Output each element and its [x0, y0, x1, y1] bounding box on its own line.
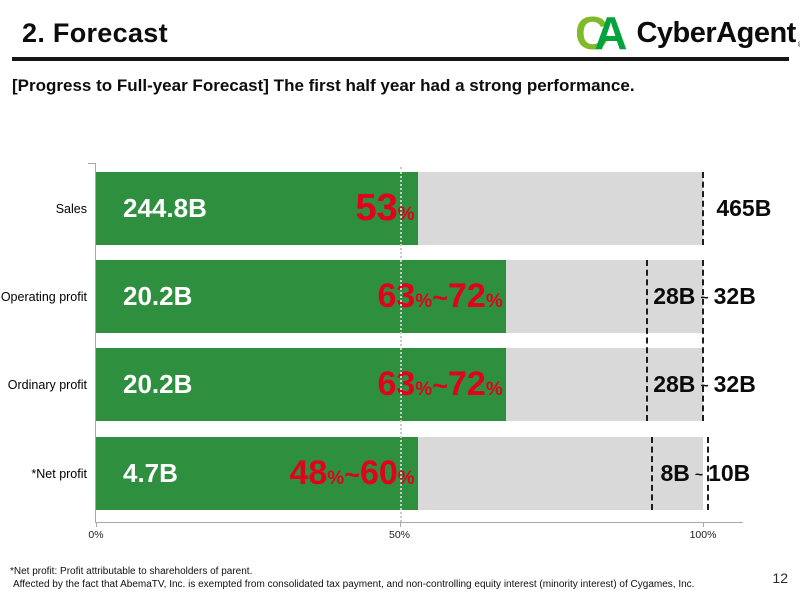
category-label: *Net profit [31, 466, 87, 481]
x-tick-50 [399, 522, 401, 527]
forecast-guide-sales-100 [702, 172, 705, 245]
x-tick-label-0: 0% [88, 529, 104, 541]
page-number: 12 [772, 570, 788, 586]
first-half-value: 20.2B [123, 281, 193, 311]
forecast-guide-net-low [650, 437, 653, 510]
x-tick-label-100: 100% [689, 529, 717, 541]
progress-percent: 63%~72% [377, 365, 503, 403]
forecast-label: 465B [716, 195, 772, 221]
category-label: Operating profit [0, 289, 87, 304]
header-divider [12, 57, 789, 61]
first-half-value: 4.7B [123, 458, 178, 488]
forecast-label: 28B ~32B [653, 371, 756, 397]
slide-subtitle: [Progress to Full-year Forecast] The fir… [12, 76, 635, 95]
logo-letter-a: A [594, 7, 628, 59]
x-tick-100 [703, 522, 704, 527]
page-title: 2. Forecast [22, 18, 168, 48]
first-half-value: 244.8B [123, 193, 207, 223]
first-half-value: 20.2B [123, 369, 193, 399]
progress-percent: 53% [355, 187, 415, 229]
forecast-label: 8B ~10B [660, 460, 751, 486]
category-label: Ordinary profit [7, 377, 87, 392]
progress-percent: 63%~72% [377, 277, 503, 315]
logo-letter-c: C [575, 7, 609, 59]
x-tick-label-50: 50% [388, 529, 411, 541]
fifty-percent-gridline [399, 167, 402, 522]
y-axis-top-tick [88, 163, 96, 164]
progress-bar: 63%~72% [96, 260, 506, 333]
forecast-guide-profit-high [702, 260, 705, 421]
x-tick-0 [96, 522, 97, 527]
footnote-line-2: Affected by the fact that AbemaTV, Inc. … [13, 579, 695, 590]
registered-trademark-icon: ® [798, 40, 800, 49]
y-axis-line [95, 163, 96, 522]
cyberagent-logo: C A CyberAgent ® [575, 10, 800, 56]
progress-percent: 48%~60% [289, 454, 415, 492]
cyberagent-ca-mark-icon: C A [575, 10, 627, 56]
forecast-guide-profit-low [645, 260, 648, 421]
progress-bar: 63%~72% [96, 348, 506, 421]
category-label: Sales [55, 201, 87, 216]
progress-bar: 48%~60% [96, 437, 418, 510]
progress-bar: 53% [96, 172, 418, 245]
footnote-line-1: *Net profit: Profit attributable to shar… [10, 566, 253, 577]
forecast-label: 28B ~32B [653, 283, 756, 309]
logo-wordmark: CyberAgent [636, 16, 796, 49]
x-axis-line [95, 522, 743, 523]
bar-chart: Sales 53% 244.8B 465B Operating profit 6… [1, 163, 771, 541]
footnotes: *Net profit: Profit attributable to shar… [10, 565, 694, 591]
forecast-guide-net-high [706, 437, 709, 510]
